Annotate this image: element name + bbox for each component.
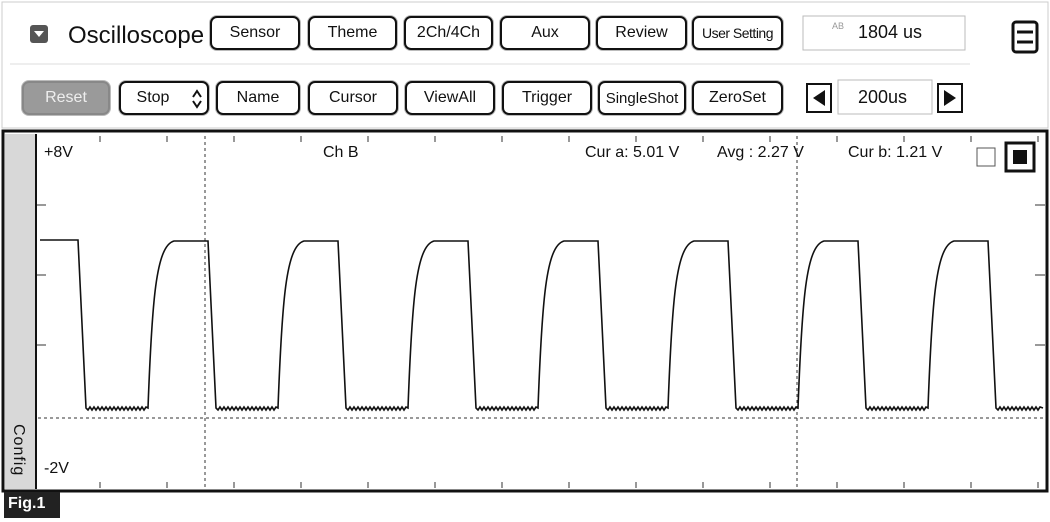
- screen-frame: [1, 129, 1049, 493]
- checkbox[interactable]: [976, 147, 996, 167]
- timebase-box: [837, 79, 933, 115]
- cursor-b-readout: Cur b: 1.21 V: [848, 144, 943, 161]
- menu-icon[interactable]: [1011, 20, 1039, 54]
- singleshot-button[interactable]: SingleShot: [598, 81, 686, 115]
- side-tab[interactable]: Config: [10, 424, 27, 477]
- name-button[interactable]: Name: [216, 81, 300, 115]
- aux-button[interactable]: Aux: [500, 16, 590, 50]
- trigger-button[interactable]: Trigger: [502, 81, 592, 115]
- stop-arrows: [192, 89, 202, 109]
- side-tab-bg: [5, 134, 35, 489]
- display-box: [802, 15, 966, 51]
- y-max-label: +8V: [44, 144, 73, 161]
- display-icon: AB: [832, 21, 845, 31]
- cursor-a-readout: Cur a: 5.01 V: [585, 144, 680, 161]
- ticks: [37, 136, 1045, 488]
- fig-label-bg: [4, 492, 60, 518]
- channel-label: Ch B: [323, 144, 359, 161]
- right-arrow: [944, 90, 956, 106]
- display-value: 1804 us: [858, 22, 923, 42]
- reset-button[interactable]: Reset: [22, 81, 110, 115]
- user-setting-button[interactable]: User Setting: [692, 16, 783, 50]
- dashed-lines: [38, 136, 1044, 488]
- app-title: Oscilloscope: [68, 22, 205, 49]
- figure-label: Fig.1: [8, 495, 46, 512]
- stop-select[interactable]: Stop: [119, 81, 209, 115]
- cursor-button[interactable]: Cursor: [308, 81, 398, 115]
- checkbox-fill: [1013, 150, 1027, 164]
- dropdown-arrow: [34, 31, 44, 37]
- sensor-button[interactable]: Sensor: [210, 16, 300, 50]
- review-button[interactable]: Review: [596, 16, 687, 50]
- zeroset-button[interactable]: ZeroSet: [692, 81, 783, 115]
- y-min-label: -2V: [44, 460, 69, 477]
- waveform: [40, 239, 1044, 412]
- viewall-button[interactable]: ViewAll: [405, 81, 495, 115]
- average-readout: Avg : 2.27 V: [717, 144, 804, 161]
- theme-button[interactable]: Theme: [308, 16, 397, 50]
- timebase-value: 200us: [858, 87, 908, 107]
- channels-button[interactable]: 2Ch/4Ch: [404, 16, 493, 50]
- left-arrow: [813, 90, 825, 106]
